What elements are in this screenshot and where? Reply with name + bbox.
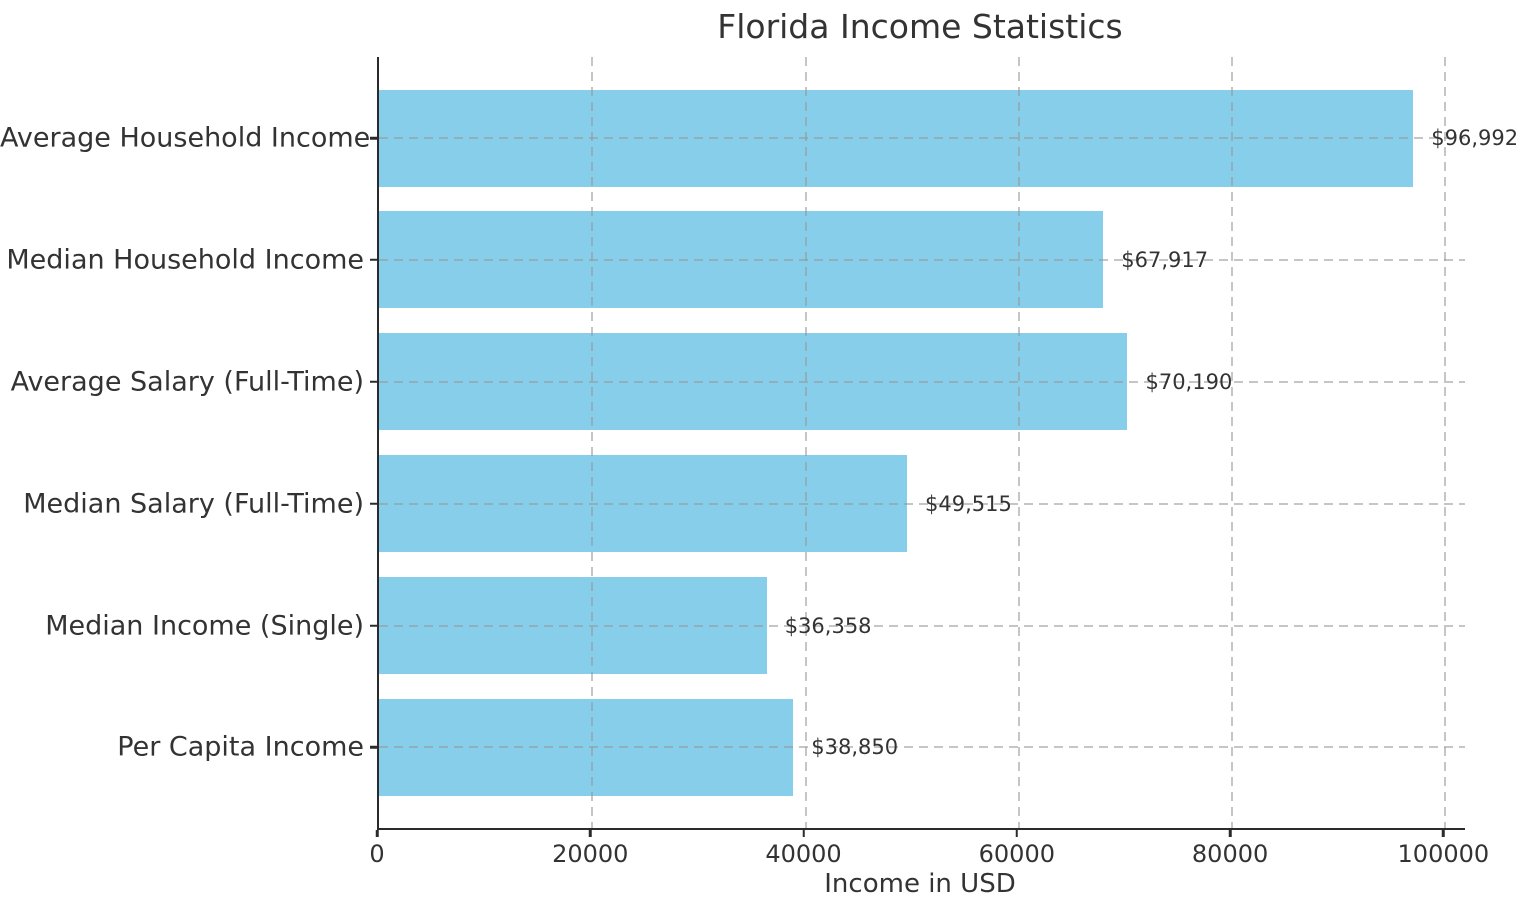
y-axis-category-label: Median Household Income [6, 244, 364, 276]
x-axis-title: Income in USD [824, 869, 1016, 899]
y-axis-category-label: Median Salary (Full-Time) [23, 488, 364, 520]
bar-value-label: $70,190 [1145, 369, 1233, 394]
bar-value-label: $36,358 [784, 613, 872, 638]
gridline-horizontal [379, 746, 1465, 749]
gridline-vertical [1231, 57, 1234, 828]
gridline-vertical [591, 57, 594, 828]
y-tick-mark [370, 380, 377, 383]
y-tick-mark [370, 258, 377, 262]
y-axis-category-label: Median Income (Single) [45, 610, 364, 642]
x-axis-tick-label: 60000 [978, 840, 1055, 868]
bar-value-label: $67,917 [1121, 247, 1209, 272]
x-tick-mark [802, 830, 805, 837]
y-axis-category-label: Average Salary (Full-Time) [10, 366, 364, 398]
y-axis-category-label: Per Capita Income [117, 731, 364, 763]
x-tick-mark [1015, 830, 1019, 837]
gridline-horizontal [379, 624, 1465, 627]
x-tick-mark [1442, 830, 1445, 837]
gridline-horizontal [379, 380, 1465, 383]
x-tick-mark [589, 830, 592, 837]
bar-value-label: $49,515 [925, 491, 1012, 516]
x-axis-tick-label: 40000 [765, 840, 842, 868]
gridline-vertical [1444, 57, 1447, 828]
gridline-horizontal [379, 258, 1465, 261]
x-axis-tick-label: 0 [369, 840, 385, 868]
y-tick-mark [370, 624, 377, 627]
y-tick-mark [370, 746, 377, 749]
bar-value-label: $38,850 [811, 735, 899, 760]
gridline-horizontal [379, 502, 1465, 505]
y-axis-category-label: Average Household Income [0, 122, 371, 154]
bar-value-label: $96,992 [1431, 126, 1519, 150]
y-tick-mark [370, 502, 377, 505]
x-tick-mark [375, 830, 379, 837]
gridline-vertical [1017, 57, 1020, 828]
gridline-horizontal [379, 137, 1465, 139]
y-tick-mark [370, 136, 377, 140]
x-axis-tick-label: 80000 [1191, 840, 1269, 868]
x-axis-tick-label: 100000 [1397, 840, 1490, 868]
x-tick-mark [1228, 830, 1232, 837]
gridline-vertical [804, 57, 807, 828]
x-axis-tick-label: 20000 [552, 840, 629, 868]
plot-area [377, 57, 1465, 830]
chart-title: Florida Income Statistics [717, 7, 1123, 46]
